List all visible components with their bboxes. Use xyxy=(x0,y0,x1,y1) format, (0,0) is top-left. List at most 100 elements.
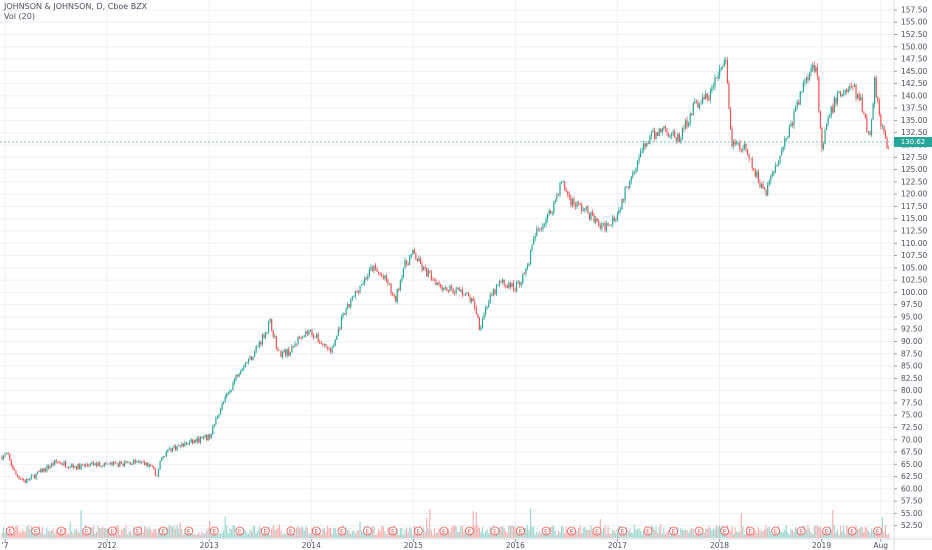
volume-bar xyxy=(458,532,460,538)
volume-bar xyxy=(560,526,563,538)
candle-body xyxy=(762,184,764,188)
candle-body xyxy=(785,138,787,139)
price-tick-label: 132.50 xyxy=(901,128,927,137)
volume-bar xyxy=(345,526,347,538)
candle-body xyxy=(244,363,246,367)
volume-bar xyxy=(230,529,232,538)
volume-bar xyxy=(361,530,363,538)
volume-bar xyxy=(714,528,716,538)
candle-body xyxy=(457,287,459,289)
candle-body xyxy=(458,287,460,291)
volume-bar xyxy=(116,525,118,538)
candle-body xyxy=(694,101,696,104)
volume-bar xyxy=(264,533,267,538)
candle-body xyxy=(88,465,90,467)
candle-body xyxy=(12,465,14,470)
volume-bar xyxy=(435,533,437,538)
candle-body xyxy=(2,455,5,460)
candle-body xyxy=(371,267,374,271)
candle-body xyxy=(385,275,387,281)
candle-body xyxy=(398,288,400,291)
candle-body xyxy=(450,285,453,289)
candle-body xyxy=(750,158,752,160)
candle-body xyxy=(472,298,474,302)
candle-body xyxy=(168,448,170,450)
candle-body xyxy=(60,462,62,465)
candle-body xyxy=(756,171,758,177)
volume-bar xyxy=(588,529,591,538)
candle-body xyxy=(449,285,451,292)
candle-body xyxy=(460,289,462,291)
candle-body xyxy=(54,460,56,465)
volume-bar xyxy=(1,532,3,538)
candle-body xyxy=(455,288,457,294)
candle-body xyxy=(46,465,48,471)
earnings-marker-label: E xyxy=(238,528,242,535)
volume-bar xyxy=(815,525,817,538)
volume-bar xyxy=(334,528,336,538)
time-tick-label: 2014 xyxy=(302,541,321,550)
candle-body xyxy=(516,282,518,291)
volume-bar xyxy=(71,530,73,538)
candle-body xyxy=(102,466,104,467)
candle-body xyxy=(627,186,629,188)
candle-body xyxy=(258,342,260,347)
volume-bar xyxy=(331,534,333,538)
candle-body xyxy=(717,75,719,79)
earnings-marker-label: E xyxy=(187,528,191,535)
candle-body xyxy=(760,184,763,188)
candle-body xyxy=(413,249,415,254)
earnings-marker-label: E xyxy=(850,528,854,535)
candle-body xyxy=(705,93,707,99)
volume-bar xyxy=(765,525,767,538)
candle-body xyxy=(779,155,781,162)
candle-body xyxy=(494,289,496,295)
candle-body xyxy=(751,158,753,169)
candle-body xyxy=(175,445,177,451)
candle-body xyxy=(539,228,541,230)
volume-bar xyxy=(542,534,544,538)
candle-body xyxy=(126,462,129,464)
volume-bar xyxy=(661,533,663,538)
volume-bar xyxy=(743,534,746,538)
volume-bar xyxy=(102,526,104,538)
volume-bar xyxy=(581,533,583,538)
earnings-marker-label: E xyxy=(161,528,165,535)
candle-body xyxy=(271,319,273,331)
candle-body xyxy=(384,275,386,279)
candle-body xyxy=(695,101,697,103)
candle-body xyxy=(554,199,556,202)
candle-body xyxy=(799,91,801,105)
earnings-marker xyxy=(107,526,117,536)
price-tick-label: 115.00 xyxy=(901,214,927,223)
earnings-marker-label: E xyxy=(468,528,472,535)
earnings-marker-label: E xyxy=(646,528,650,535)
candle-body xyxy=(117,463,119,467)
candle-body xyxy=(467,292,470,297)
candle-body xyxy=(109,462,112,464)
earnings-marker xyxy=(643,526,653,536)
candle-body xyxy=(886,138,888,149)
volume-bar xyxy=(357,530,360,538)
candle-body xyxy=(711,86,713,92)
volume-bar xyxy=(567,529,569,538)
volume-bar xyxy=(309,533,312,538)
candle-body xyxy=(534,236,536,239)
earnings-marker-label: E xyxy=(519,528,523,535)
volume-bar xyxy=(399,527,401,538)
volume-bar xyxy=(457,532,459,538)
candle-body xyxy=(223,401,225,404)
candle-body xyxy=(506,286,508,289)
volume-bar xyxy=(509,525,511,538)
volume-bar xyxy=(37,534,39,538)
candle-body xyxy=(49,466,51,469)
volume-bar xyxy=(454,525,456,538)
price-tick-label: 75.00 xyxy=(901,411,923,420)
candle-body xyxy=(602,223,604,224)
candle-body xyxy=(74,466,76,468)
candle-body xyxy=(306,331,308,334)
volume-bar xyxy=(764,529,766,538)
volume-bar xyxy=(213,534,215,538)
